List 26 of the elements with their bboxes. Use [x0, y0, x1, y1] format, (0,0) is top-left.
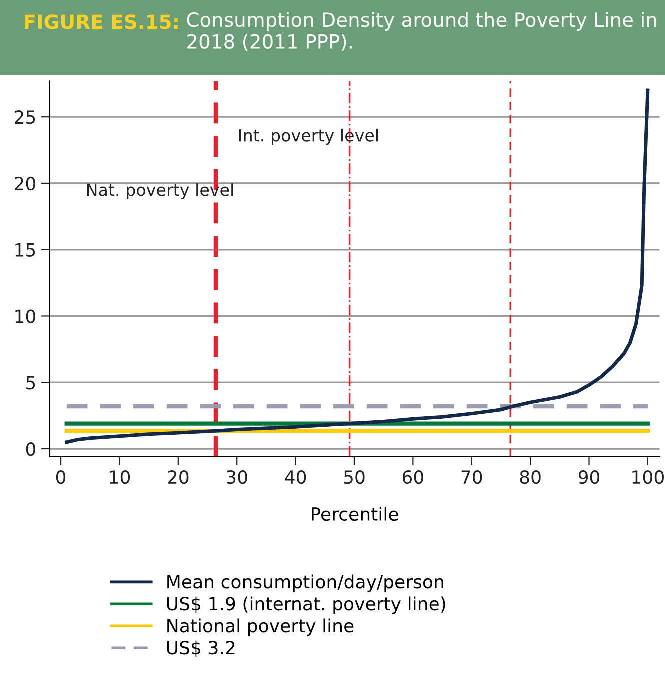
x-tick-label: 90: [578, 470, 600, 484]
x-tick-label: 10: [110, 470, 130, 484]
legend-label: US$ 3.2: [167, 640, 235, 658]
x-tick-label: 50: [344, 470, 365, 484]
legend-label: US$ 1.9 (internat. poverty line): [167, 596, 446, 614]
x-tick-label: 30: [226, 470, 248, 484]
x-tick-label: 0: [56, 470, 66, 484]
y-tick-label: 15: [16, 244, 36, 257]
x-tick-label: 40: [285, 470, 306, 484]
x-axis-title: Percentile: [312, 507, 398, 522]
legend-label: Mean consumption/day/person: [168, 574, 444, 592]
y-tick-label: 20: [15, 176, 36, 191]
x-tick-label: 20: [168, 470, 189, 484]
chart-title: FIGURE ES.15:: [25, 14, 178, 30]
line-series: [65, 88, 650, 444]
ref-line-label: Nat. poverty level: [87, 183, 234, 200]
y-tick-label: 25: [15, 110, 36, 124]
y-tick-label: 0: [26, 442, 36, 456]
y-tick-label: 10: [16, 310, 36, 324]
x-tick-label: 80: [520, 470, 541, 484]
legend-label: National poverty line: [168, 618, 354, 636]
y-tick-label: 5: [26, 376, 36, 390]
chart-subtitle: Consumption Density around the Poverty Line in 2018 (2011 PPP).: [187, 12, 656, 52]
x-tick-label: 100: [632, 470, 664, 484]
x-tick-label: 60: [402, 470, 424, 484]
x-tick-label: 70: [462, 470, 482, 484]
